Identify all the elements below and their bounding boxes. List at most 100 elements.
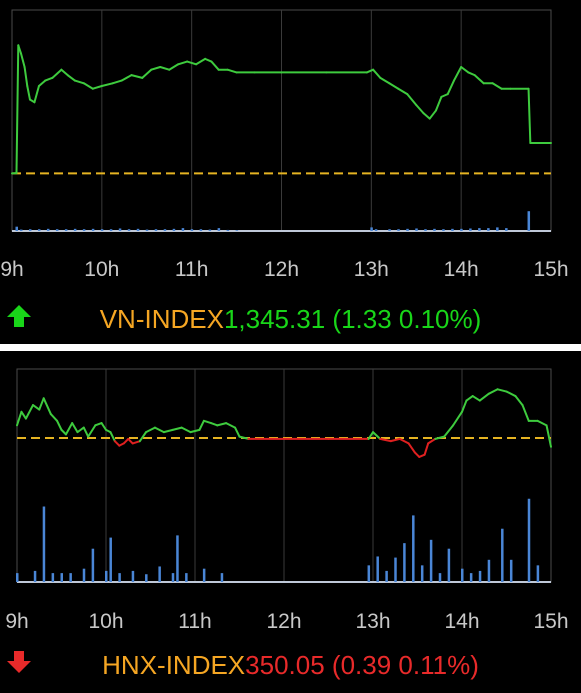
price-segment [204, 57, 213, 63]
price-segment [159, 66, 171, 71]
price-segment [168, 63, 180, 71]
volume-bar [171, 573, 175, 582]
price-segment [388, 82, 400, 90]
volume-bar [28, 229, 32, 231]
price-segment [15, 44, 20, 175]
price-segment [413, 451, 421, 458]
volume-bar [109, 229, 113, 231]
price-segment [389, 437, 401, 443]
volume-bar [496, 227, 499, 231]
volume-bar [16, 573, 19, 582]
volume-bar [145, 574, 148, 582]
volume-bar [469, 228, 472, 231]
price-segment [180, 426, 192, 434]
x-tick-label: 12h [264, 258, 299, 281]
volume-bar [199, 229, 203, 231]
volume-bar [172, 228, 176, 231]
hnx-index-chart: 9h 10h 11h 12h 13h 14h 15h [5, 368, 569, 633]
volume-bar [60, 573, 63, 582]
price-segment [130, 74, 144, 79]
price-segment [423, 442, 430, 456]
price-segment [536, 419, 548, 427]
volume-bar [185, 573, 188, 582]
price-segment [60, 428, 67, 436]
volume-bar [163, 229, 167, 231]
price-segment [440, 93, 449, 98]
price-segment [71, 422, 79, 434]
price-segment [202, 419, 213, 425]
x-tick-label: 15h [533, 258, 568, 281]
index-name: VN-INDEX [99, 304, 224, 334]
arrow-up-icon [7, 305, 31, 327]
volume-bar [451, 228, 454, 231]
volume-bar [460, 228, 463, 231]
x-tick-label: 14h [444, 258, 479, 281]
price-segment [82, 82, 94, 90]
volume-bar [69, 573, 72, 582]
price-segment [38, 397, 45, 411]
x-tick-label: 11h [175, 258, 208, 281]
price-segment [407, 442, 416, 454]
x-tick-label: 9h [0, 258, 23, 281]
price-segment [397, 87, 409, 96]
price-segment [198, 419, 205, 431]
volume-bar [220, 573, 224, 582]
arrow-down-icon [7, 651, 31, 673]
x-tick-label: 12h [266, 610, 301, 633]
volume-bar [181, 228, 185, 231]
volume-bar [429, 539, 433, 582]
price-segment [17, 44, 22, 55]
volume-bar [82, 568, 86, 582]
price-segment [100, 422, 107, 431]
price-segment [234, 426, 241, 438]
price-segment [545, 424, 552, 448]
price-segment [113, 440, 121, 447]
volume-bar [136, 228, 140, 231]
volume-bar [51, 573, 55, 582]
volume-bar [208, 229, 212, 231]
price-segment [435, 95, 443, 112]
volume-bar [367, 565, 371, 582]
volume-bar [388, 229, 391, 231]
price-segment [51, 68, 63, 79]
volume-bar [478, 228, 481, 231]
price-segment [76, 426, 85, 434]
index-value: 350.05 [245, 650, 325, 680]
panel-separator [0, 344, 581, 351]
price-segment [210, 422, 219, 427]
price-segment [398, 437, 410, 445]
price-segment [111, 79, 123, 85]
volume-bar [438, 573, 442, 582]
price-segment [460, 66, 470, 74]
volume-bar [118, 228, 122, 231]
price-segment [487, 388, 499, 395]
price-segment [465, 395, 474, 402]
price-segment [365, 68, 375, 74]
price-segment [19, 52, 26, 68]
volume-bar [420, 565, 424, 582]
volume-bar [527, 498, 531, 582]
hnx-index-summary: HNX-INDEX 350.05 (0.39 0.11%) [0, 650, 581, 681]
volume-bar [73, 228, 77, 231]
price-segment [100, 82, 114, 87]
x-tick-label: 10h [84, 258, 119, 281]
volume-bar [412, 515, 415, 582]
volume-bar [202, 568, 206, 582]
volume-bar [394, 557, 397, 582]
volume-bar [385, 570, 388, 582]
price-segment [26, 85, 31, 101]
price-segment [372, 431, 382, 440]
price-segment [478, 392, 490, 402]
price-segment [443, 424, 455, 438]
volume-bar [376, 556, 379, 582]
price-segment [32, 404, 41, 411]
price-segment [225, 422, 237, 429]
price-segment [471, 395, 481, 402]
volume-bar [190, 229, 194, 231]
price-segment [428, 109, 438, 120]
volume-bar [15, 226, 18, 231]
x-tick-label: 11h [178, 610, 211, 633]
price-segment [367, 431, 374, 440]
price-segment [44, 76, 54, 82]
index-name: HNX-INDEX [102, 650, 246, 680]
